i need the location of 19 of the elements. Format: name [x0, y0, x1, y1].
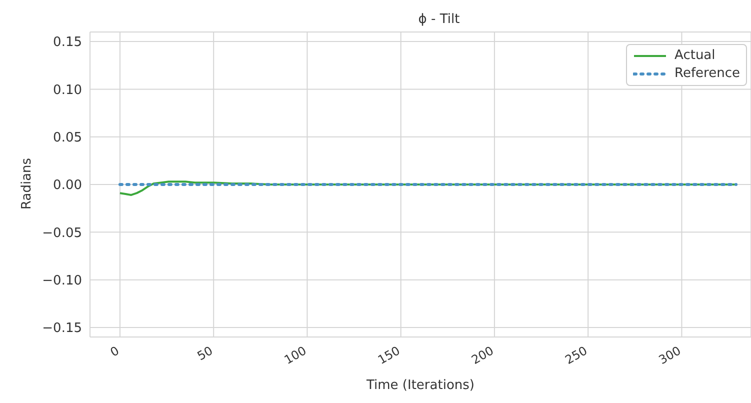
y-tick-label: 0.00	[53, 178, 82, 194]
chart-title: ϕ - Tilt	[418, 12, 460, 27]
x-tick-label: 200	[469, 343, 496, 368]
x-tick-label: 100	[282, 343, 309, 368]
x-tick-label: 150	[376, 343, 402, 368]
y-tick-label: 0.05	[53, 130, 82, 146]
x-tick-label: 0	[108, 343, 122, 360]
x-tick-label: 300	[656, 343, 684, 368]
y-tick-label: −0.10	[42, 273, 82, 288]
y-tick-label: −0.05	[42, 226, 82, 241]
y-tick-label: 0.10	[53, 82, 82, 98]
legend-label: Reference	[674, 65, 740, 83]
x-axis-title: Time (Iterations)	[365, 378, 475, 393]
x-tick-label: 50	[194, 343, 216, 364]
legend-label: Actual	[674, 47, 716, 65]
y-tick-label: −0.15	[42, 321, 82, 336]
y-tick-label: 0.15	[53, 35, 82, 50]
x-tick-label: 250	[562, 343, 590, 368]
y-axis-title: Radians	[20, 158, 35, 210]
